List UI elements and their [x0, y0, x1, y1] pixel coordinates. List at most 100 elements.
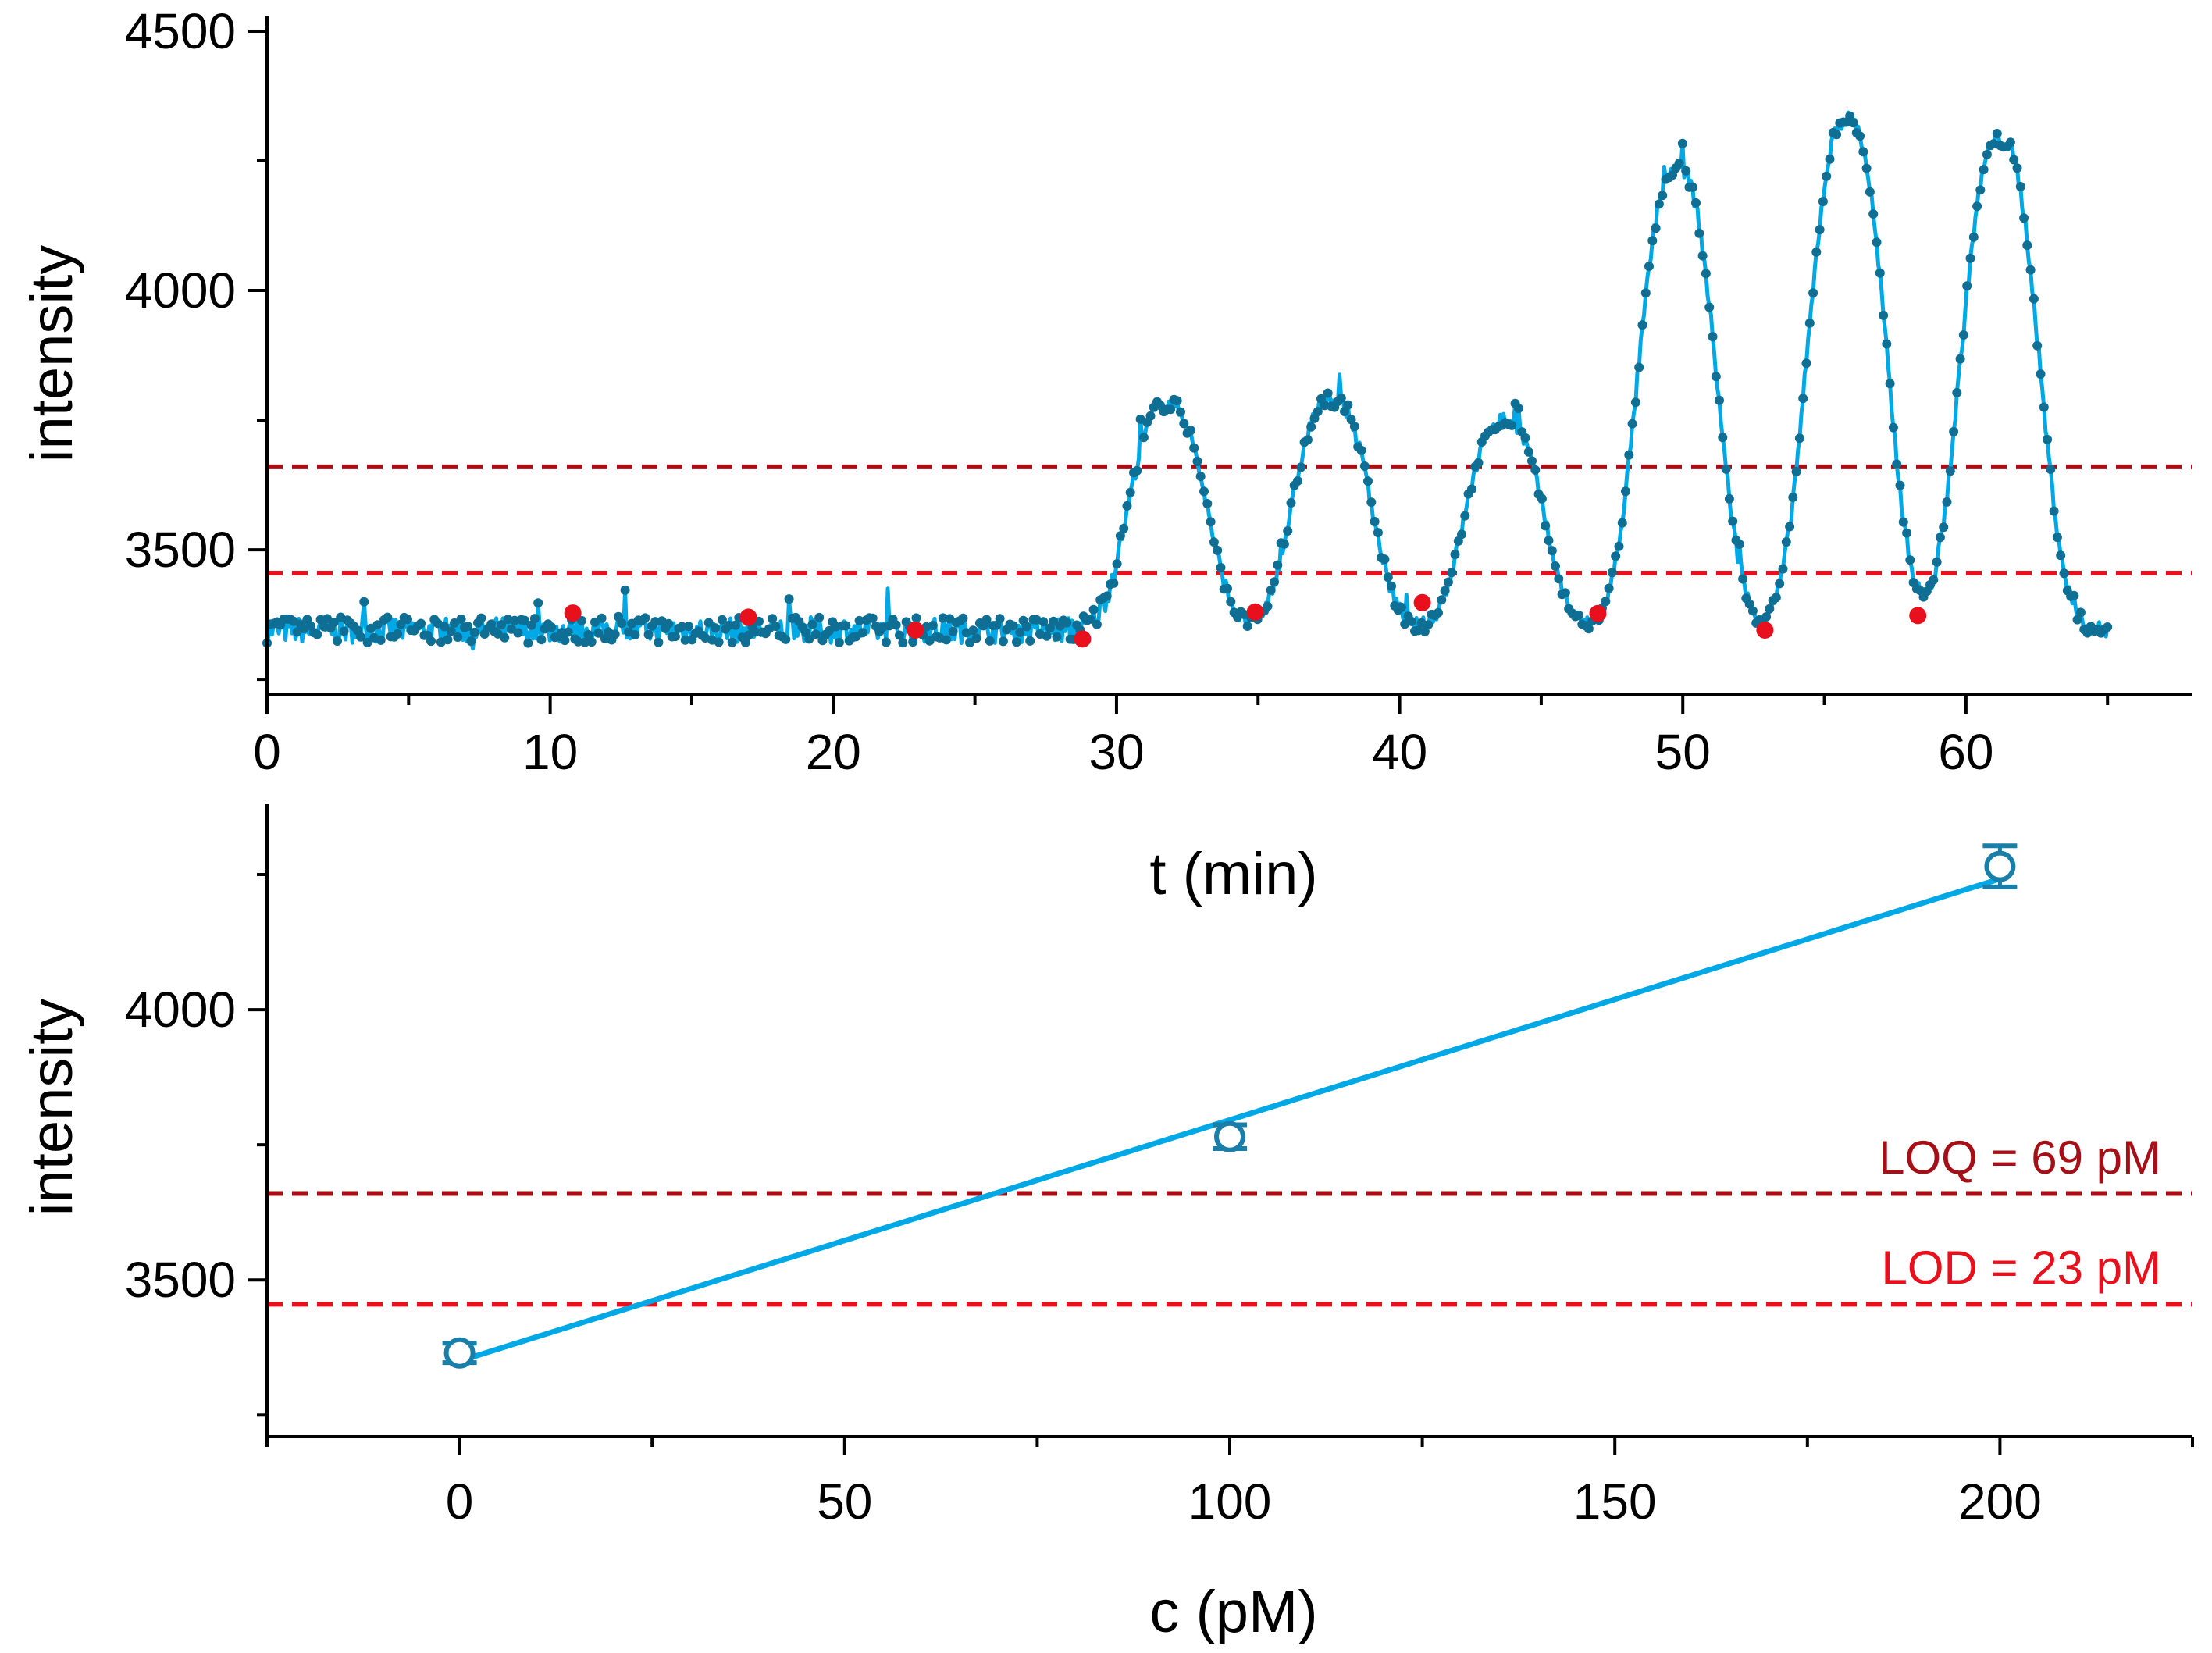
trace-point [1383, 572, 1393, 582]
trace-point [1520, 433, 1530, 443]
trace-point [640, 613, 650, 623]
trace-point [1473, 458, 1484, 468]
trace-point [1775, 579, 1785, 589]
trace-point [1138, 433, 1149, 443]
trace-point [942, 635, 951, 645]
trace-point [1611, 551, 1621, 561]
trace-point [1166, 404, 1176, 415]
trace-point [1892, 459, 1902, 469]
trace-point [1554, 574, 1564, 584]
trace-point [393, 629, 403, 639]
trace-point [2059, 568, 2069, 579]
trace-point [1972, 201, 1982, 212]
trace-point [1015, 627, 1025, 637]
trace-point [1185, 426, 1195, 436]
trace-point [2005, 137, 2015, 148]
trace-point [1012, 637, 1021, 647]
trace-point [911, 613, 921, 623]
trace-point [1434, 607, 1443, 618]
trace-point [1711, 372, 1721, 382]
trace-point [583, 629, 593, 639]
trace-point [1293, 476, 1302, 486]
trace-point [1832, 130, 1842, 140]
trace-point [1450, 550, 1460, 559]
trace-point [1905, 555, 1915, 565]
trace-point [1929, 575, 1939, 585]
trace-point [1945, 466, 1955, 476]
linear-fit [458, 876, 2001, 1364]
trace-point [586, 637, 597, 647]
baseline-point [1413, 593, 1431, 611]
trace-point [740, 637, 750, 647]
trace-point [2025, 265, 2036, 275]
trace-point [1263, 601, 1273, 611]
trace-point [643, 629, 654, 639]
trace-point [497, 620, 506, 630]
top-y-tick-label: 3500 [125, 522, 236, 578]
trace-point [2052, 533, 2062, 543]
trace-point [768, 614, 778, 624]
trace-point [1804, 318, 1815, 328]
baseline-point [564, 604, 582, 622]
trace-point [456, 614, 466, 624]
trace-point [1088, 604, 1099, 615]
trace-point [513, 628, 523, 638]
trace-point [891, 620, 901, 630]
trace-point [1704, 302, 1715, 312]
trace-point [469, 627, 479, 637]
trace-point [727, 637, 737, 647]
intensity-trace [262, 110, 2113, 651]
trace-point [486, 619, 497, 629]
baseline-point [1909, 607, 1927, 625]
top-panel: 0 10 20 30 40 50 60 3500 4000 4500 t (min) intens… [19, 3, 2192, 907]
trace-point [1447, 568, 1457, 578]
bottom-axes: 0 50 100 150 200 3500 4000 [125, 804, 2194, 1530]
trace-point [965, 638, 974, 648]
trace-point [1721, 464, 1731, 474]
trace-point [1747, 606, 1758, 616]
trace-point [1949, 426, 1959, 436]
baseline-point [1074, 630, 1092, 648]
trace-point [383, 612, 393, 622]
trace-point [1583, 624, 1594, 634]
trace-point [1396, 602, 1406, 612]
lod-annotation: LOD = 23 pM [1881, 1242, 2161, 1294]
top-x-tick-label: 0 [253, 724, 281, 780]
loq-annotation: LOQ = 69 pM [1879, 1131, 2161, 1184]
bottom-x-tick-label: 150 [1573, 1473, 1657, 1530]
trace-point [895, 630, 904, 640]
trace-point [1691, 198, 1701, 208]
trace-point [1423, 620, 1434, 630]
trace-point [1551, 561, 1560, 571]
trace-point [1109, 578, 1119, 588]
calibration-point [1982, 843, 2018, 889]
trace-point [1794, 433, 1804, 444]
trace-point [1530, 465, 1541, 475]
trace-point [1677, 138, 1687, 148]
trace-point [1226, 597, 1236, 607]
trace-point [1791, 467, 1801, 476]
top-reference-lines [267, 464, 2192, 575]
trace-point [1734, 540, 1744, 549]
trace-point [1888, 422, 1898, 433]
trace-point [851, 632, 861, 642]
trace-point [1119, 523, 1129, 533]
trace-point [1614, 541, 1624, 551]
trace-point [1356, 445, 1366, 455]
trace-point [1527, 456, 1537, 466]
trace-point [1872, 237, 1882, 248]
trace-point [597, 613, 607, 623]
trace-point [1982, 149, 1992, 159]
trace-point [1882, 339, 1892, 349]
trace-point [362, 637, 372, 647]
trace-point [1062, 618, 1072, 628]
trace-point [1902, 528, 1912, 538]
trace-point [463, 622, 473, 632]
trace-point [1658, 191, 1668, 201]
trace-point [908, 637, 918, 647]
bottom-y-tick-label: 3500 [125, 1252, 236, 1308]
trace-point [1968, 232, 1979, 242]
trace-point [547, 622, 557, 632]
trace-point [731, 620, 740, 630]
trace-point [1021, 622, 1031, 632]
